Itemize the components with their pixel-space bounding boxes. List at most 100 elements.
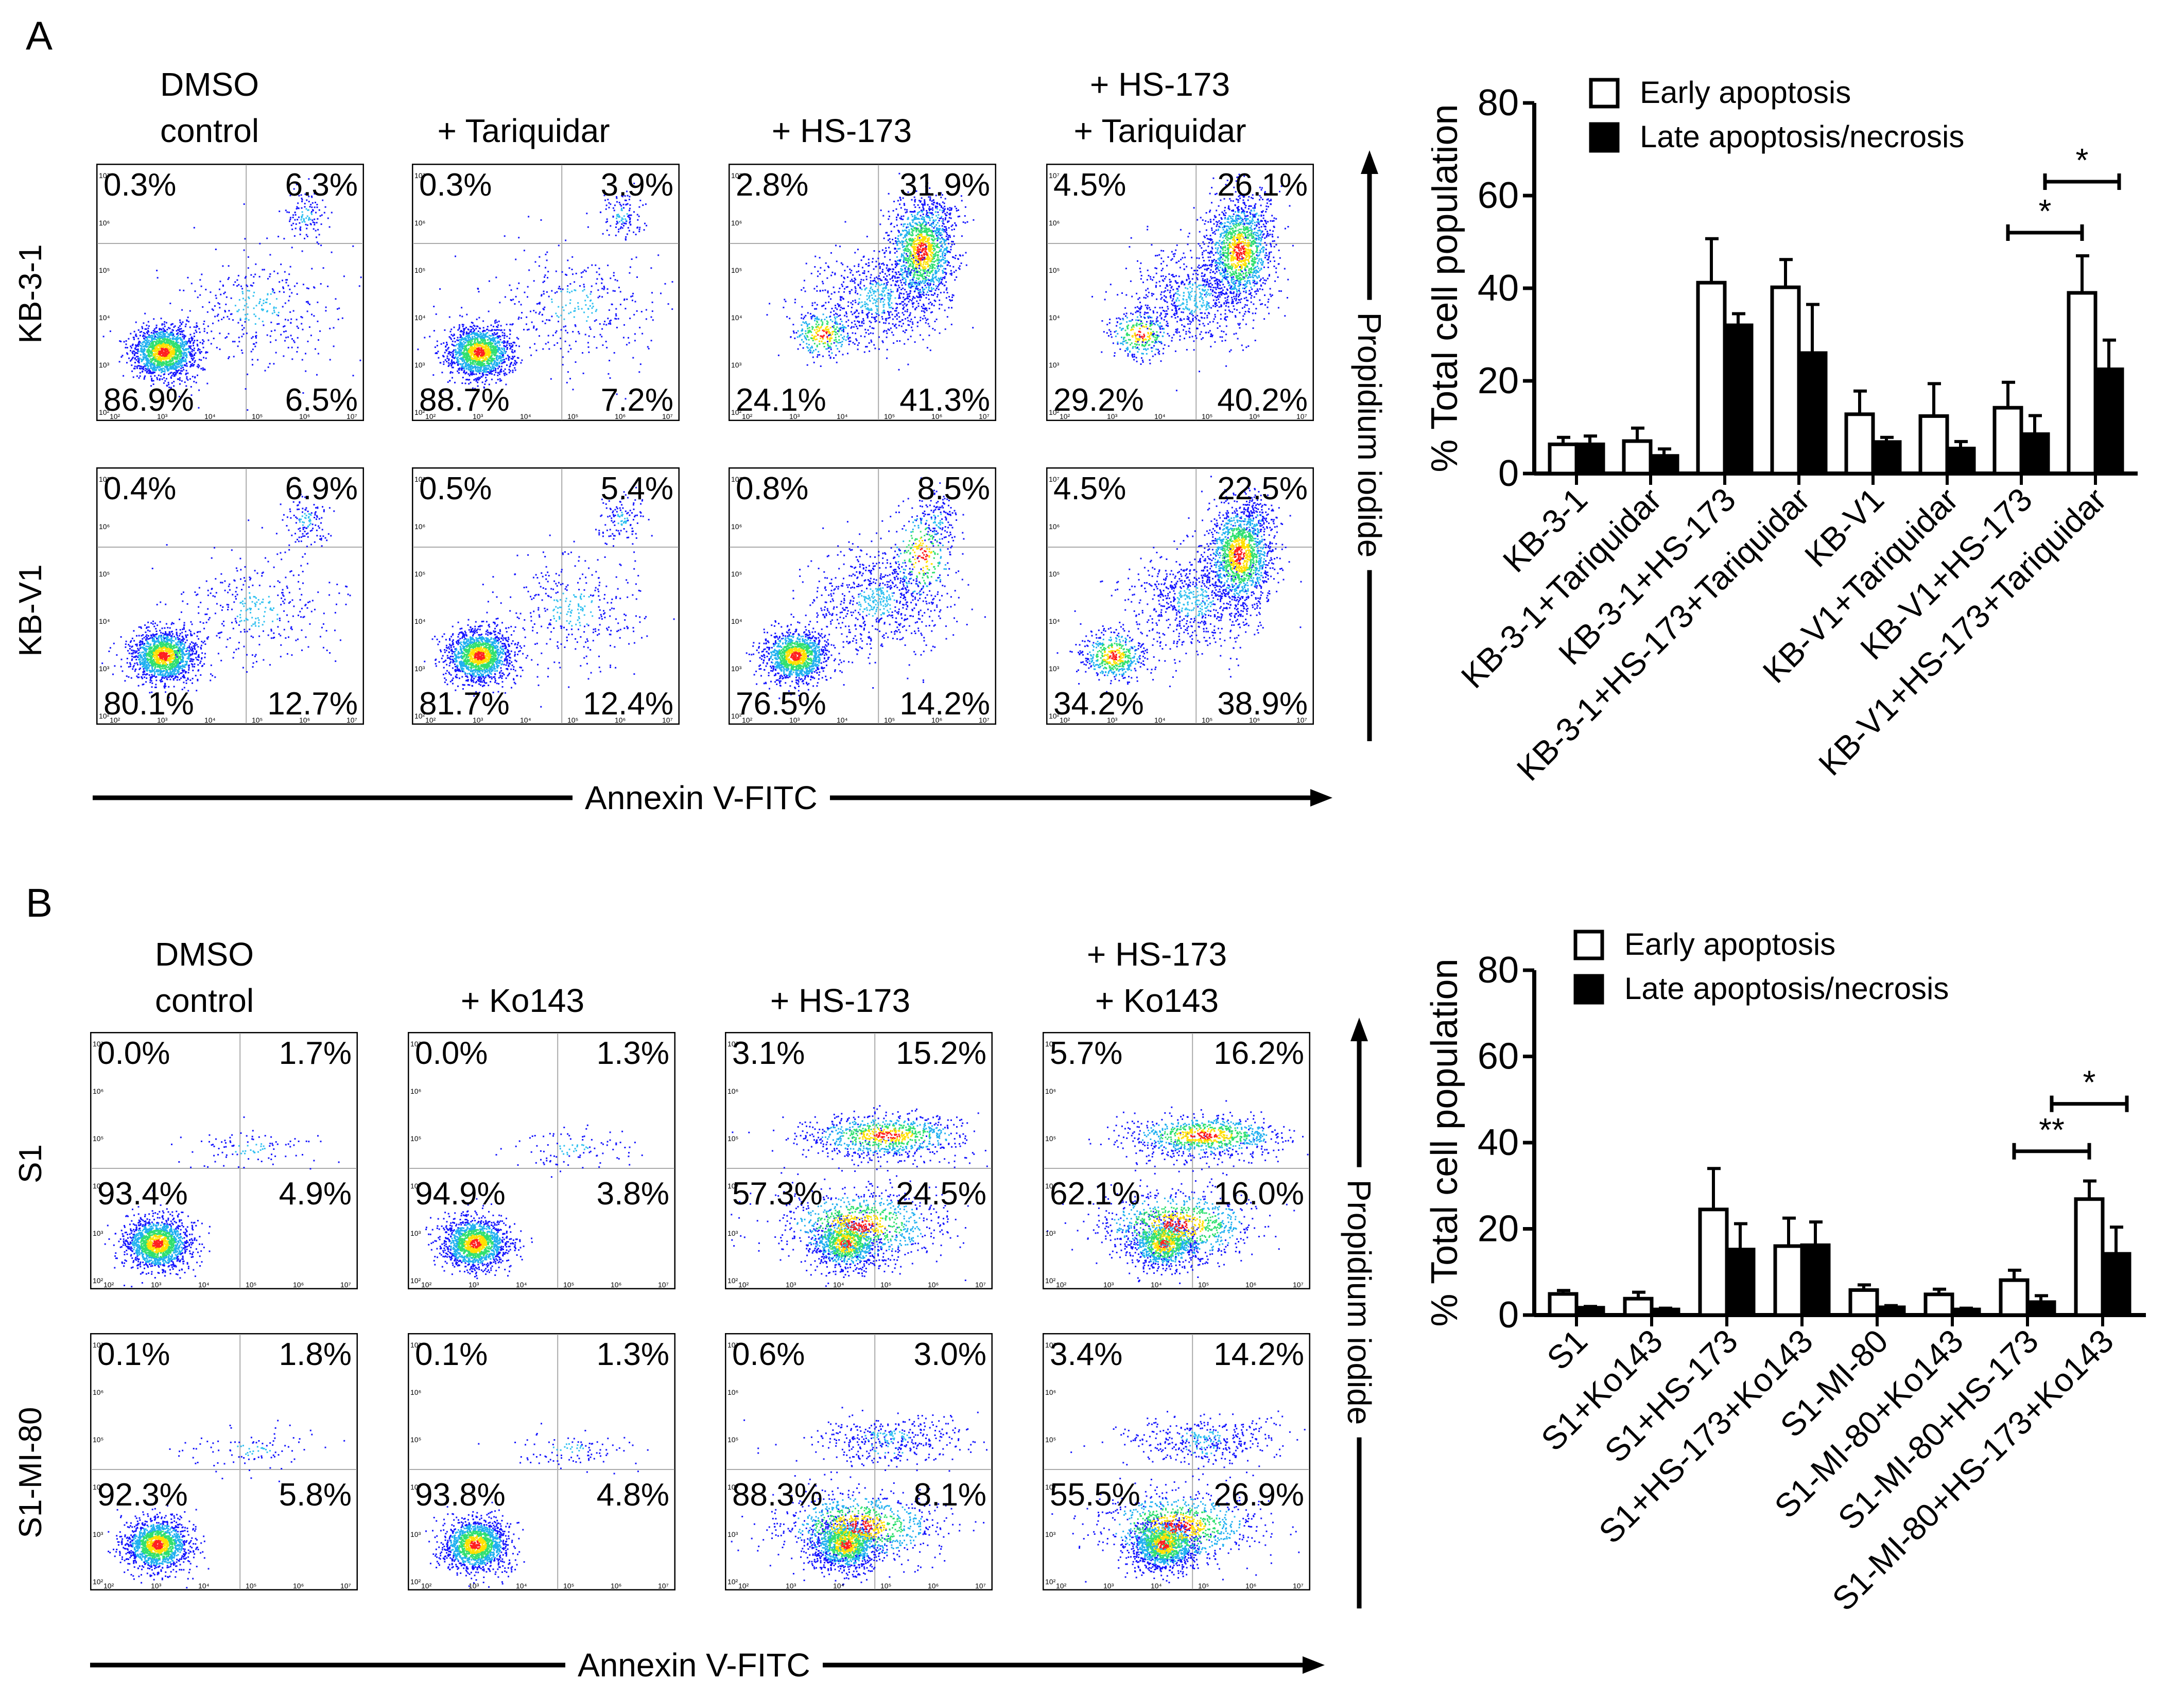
event-dot xyxy=(468,347,470,349)
event-dot xyxy=(174,374,176,376)
x-tick-label: 10⁶ xyxy=(615,412,626,421)
event-dot xyxy=(292,310,294,312)
event-dot xyxy=(156,349,158,352)
event-dot xyxy=(644,222,646,224)
event-dot xyxy=(562,364,564,366)
event-dot xyxy=(172,338,174,340)
event-dot xyxy=(153,356,154,358)
event-dot xyxy=(180,361,182,363)
event-dot xyxy=(167,340,169,342)
event-dot xyxy=(923,262,925,264)
event-dot xyxy=(640,311,643,312)
event-dot xyxy=(436,345,438,346)
event-dot xyxy=(841,341,843,343)
event-dot xyxy=(546,259,548,261)
event-dot xyxy=(161,370,163,372)
event-dot xyxy=(465,332,467,334)
event-dot xyxy=(499,357,501,359)
event-dot xyxy=(909,279,911,281)
event-dot xyxy=(469,379,471,381)
event-dot xyxy=(506,348,508,350)
event-dot xyxy=(479,358,481,360)
event-dot xyxy=(230,297,232,299)
event-dot xyxy=(904,235,906,237)
event-dot xyxy=(946,214,948,216)
event-dot xyxy=(161,323,163,325)
event-dot xyxy=(149,370,151,372)
event-dot xyxy=(577,331,579,333)
event-dot xyxy=(174,342,176,344)
event-dot xyxy=(461,366,463,368)
event-dot xyxy=(199,331,201,334)
event-dot xyxy=(161,365,163,367)
event-dot xyxy=(558,321,559,323)
event-dot xyxy=(808,339,810,341)
event-dot xyxy=(941,220,943,222)
event-dot xyxy=(170,388,172,390)
event-dot xyxy=(152,383,154,385)
event-dot xyxy=(954,257,956,259)
event-dot xyxy=(144,312,146,314)
event-dot xyxy=(838,315,840,317)
event-dot xyxy=(465,365,467,367)
event-dot xyxy=(617,214,619,216)
event-dots xyxy=(102,178,362,411)
event-dot xyxy=(307,301,309,303)
event-dot xyxy=(898,230,900,232)
event-dot xyxy=(151,355,153,357)
event-dot xyxy=(857,320,859,322)
event-dot xyxy=(163,357,165,358)
event-dot xyxy=(631,300,633,302)
event-dot xyxy=(950,208,952,210)
event-dot xyxy=(139,341,141,343)
event-dot xyxy=(477,364,479,366)
event-dot xyxy=(477,366,479,368)
event-dot xyxy=(296,206,298,208)
event-dot xyxy=(152,364,154,366)
event-dot xyxy=(572,331,574,332)
event-dot xyxy=(147,362,149,364)
event-dot xyxy=(469,357,471,359)
event-dot xyxy=(465,340,467,342)
event-dot xyxy=(461,345,463,347)
event-dot xyxy=(159,363,161,365)
event-dot xyxy=(183,360,185,362)
event-dot xyxy=(170,387,172,389)
event-dot xyxy=(809,348,811,351)
event-dot xyxy=(314,222,316,224)
event-dot xyxy=(518,317,520,319)
event-dot xyxy=(151,335,153,337)
event-dot xyxy=(636,310,638,312)
event-dot xyxy=(465,326,467,328)
event-dot xyxy=(814,308,816,310)
event-dot xyxy=(482,370,484,372)
event-dot xyxy=(163,362,165,364)
event-dot xyxy=(935,207,937,209)
event-dot xyxy=(543,281,545,282)
event-dot xyxy=(569,299,571,301)
event-dot xyxy=(820,320,822,322)
event-dot xyxy=(626,190,628,192)
event-dot xyxy=(921,238,923,240)
event-dot xyxy=(518,282,520,284)
event-dot xyxy=(490,330,492,331)
event-dot xyxy=(572,389,574,391)
event-dot xyxy=(937,229,939,231)
event-dot xyxy=(228,357,230,359)
event-dot xyxy=(613,275,615,276)
event-dot xyxy=(933,236,934,238)
event-dot xyxy=(881,297,883,300)
event-dot xyxy=(482,332,484,335)
event-dot xyxy=(527,286,529,288)
event-dot xyxy=(196,365,198,367)
event-dot xyxy=(502,354,505,356)
event-dot xyxy=(911,261,913,264)
event-dot xyxy=(169,358,171,360)
event-dot xyxy=(360,276,362,278)
event-dot xyxy=(491,370,493,372)
condition-line2: control xyxy=(155,982,254,1019)
event-dot xyxy=(203,340,205,342)
event-dot xyxy=(157,367,159,369)
event-dot xyxy=(947,235,949,237)
event-dot xyxy=(145,343,147,345)
